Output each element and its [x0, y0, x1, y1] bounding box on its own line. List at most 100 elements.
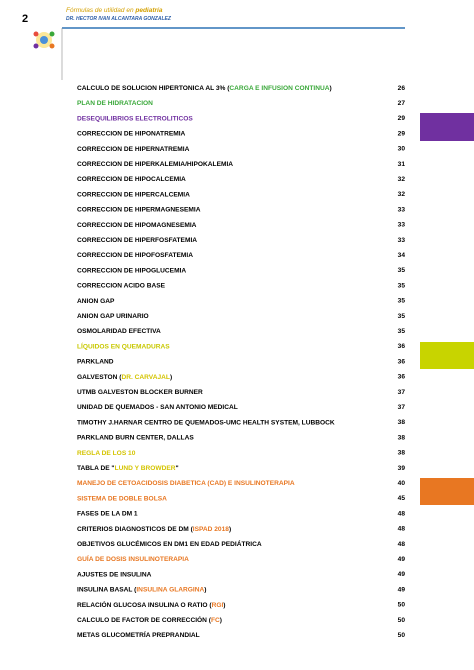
entry-text: INSULINA GLARGINA — [136, 586, 204, 593]
entry-text: PARKLAND — [77, 358, 114, 365]
entry-text: MANEJO DE CETOACIDOSIS DIABETICA (CAD) E… — [77, 480, 295, 487]
toc-page: 35 — [398, 298, 406, 305]
entry-text: ) — [220, 617, 222, 624]
entry-text: CORRECCION DE HIPOGLUCEMIA — [77, 267, 186, 274]
toc-page: 45 — [398, 495, 406, 502]
toc-page: 48 — [398, 510, 406, 517]
entry-text: CORRECCION DE HIPONATREMIA — [77, 130, 186, 137]
entry-text: FC — [211, 617, 220, 624]
toc-page: 50 — [398, 602, 406, 609]
toc-page: 35 — [398, 282, 406, 289]
toc-entry: ANION GAP — [77, 298, 115, 305]
toc-entry: PARKLAND BURN CENTER, DALLAS — [77, 434, 194, 441]
entry-text: CORRECCION DE HIPOFOSFATEMIA — [77, 252, 193, 259]
entry-text: LUND Y BROWDER — [115, 465, 176, 472]
section-tab — [420, 113, 474, 141]
toc-entry: CALCULO DE FACTOR DE CORRECCIÓN (FC) — [77, 615, 222, 624]
entry-text: OBJETIVOS GLUCÉMICOS EN DM1 EN EDAD PEDI… — [77, 539, 262, 548]
toc-entry: CORRECCION DE HIPONATREMIA — [77, 130, 186, 137]
toc-entry: CORRECCION DE HIPERNATREMIA — [77, 146, 190, 153]
entry-text: ISPAD 2018 — [193, 526, 229, 533]
toc-entry: RELACIÓN GLUCOSA INSULINA O RATIO (RGI) — [77, 600, 226, 609]
title-emphasis: pediatría — [134, 7, 162, 14]
toc-entry: AJUSTES DE INSULINA — [77, 571, 152, 578]
entry-text: RELACIÓN GLUCOSA INSULINA O RATIO ( — [77, 600, 212, 609]
entry-text: CORRECCION DE HIPERFOSFATEMIA — [77, 237, 197, 244]
toc-page: 49 — [398, 571, 406, 578]
entry-text: SISTEMA DE DOBLE BOLSA — [77, 495, 167, 502]
toc-entry: CORRECCION DE HIPERKALEMIA/HIPOKALEMIA — [77, 161, 233, 168]
toc-entry: CALCULO DE SOLUCION HIPERTONICA AL 3% (C… — [77, 85, 332, 92]
toc-page: 36 — [398, 374, 406, 381]
entry-text: REGLA DE LOS 10 — [77, 450, 136, 457]
entry-text: UNIDAD DE QUEMADOS - SAN ANTONIO MEDICAL — [77, 404, 238, 411]
toc-entry: CORRECCION DE HIPOCALCEMIA — [77, 176, 186, 183]
toc-entry: MANEJO DE CETOACIDOSIS DIABETICA (CAD) E… — [77, 480, 295, 487]
toc-page: 33 — [398, 237, 406, 244]
logo — [33, 31, 55, 49]
toc-entry: LÍQUIDOS EN QUEMADURAS — [77, 341, 170, 350]
toc-entry: METAS GLUCOMETRÍA PREPRANDIAL — [77, 630, 200, 639]
entry-text: CORRECCION ACIDO BASE — [77, 282, 166, 289]
header-author: DR. HECTOR IVAN ALCANTARA GONZALEZ — [66, 16, 172, 22]
entry-text: CORRECCION DE HIPERKALEMIA/HIPOKALEMIA — [77, 161, 233, 168]
toc-page: 36 — [398, 358, 406, 365]
toc-page: 32 — [398, 191, 406, 198]
entry-text: CORRECCION DE HIPERMAGNESEMIA — [77, 206, 201, 213]
entry-text: CALCULO DE FACTOR DE CORRECCIÓN ( — [77, 615, 212, 624]
entry-text: CORRECCION DE HIPERCALCEMIA — [77, 191, 190, 198]
entry-text: ANION GAP URINARIO — [77, 313, 149, 320]
toc-entry: CORRECCION DE HIPOGLUCEMIA — [77, 267, 186, 274]
toc-entry: TIMOTHY J.HARNAR CENTRO DE QUEMADOS-UMC … — [77, 419, 335, 426]
entry-text: UTMB GALVESTON BLOCKER BURNER — [77, 389, 203, 396]
entry-text: LÍQUIDOS EN QUEMADURAS — [77, 341, 170, 350]
page-number: 2 — [22, 13, 28, 25]
entry-text: ) — [223, 602, 225, 609]
toc-entry: CORRECCION DE HIPERCALCEMIA — [77, 191, 190, 198]
toc-entry: CORRECCION ACIDO BASE — [77, 282, 166, 289]
toc-page: 36 — [398, 343, 406, 350]
toc-page: 33 — [398, 206, 406, 213]
toc-page: 38 — [398, 419, 406, 426]
toc-entry: OSMOLARIDAD EFECTIVA — [77, 328, 161, 335]
entry-text: PARKLAND BURN CENTER, DALLAS — [77, 434, 194, 441]
toc-page: 50 — [398, 632, 406, 639]
toc-entry: CORRECCION DE HIPERFOSFATEMIA — [77, 237, 197, 244]
toc-entry: CORRECCION DE HIPERMAGNESEMIA — [77, 206, 201, 213]
toc-page: 31 — [398, 161, 406, 168]
entry-text: METAS GLUCOMETRÍA PREPRANDIAL — [77, 630, 200, 639]
toc-page: 49 — [398, 556, 406, 563]
entry-text: INSULINA BASAL ( — [77, 586, 137, 593]
entry-text: ) — [170, 374, 172, 381]
toc-page: 27 — [398, 100, 406, 107]
entry-text: " — [176, 465, 179, 472]
entry-text: CRITERIOS DIAGNOSTICOS DE DM ( — [77, 526, 194, 533]
entry-text: DR. CARVAJAL — [121, 374, 169, 381]
entry-text: CORRECCION DE HIPERNATREMIA — [77, 146, 190, 153]
entry-text: GALVESTON ( — [77, 374, 122, 381]
toc-entry: PARKLAND — [77, 358, 114, 365]
toc-page: 29 — [398, 115, 406, 122]
toc-page: 29 — [398, 130, 406, 137]
toc-entry: GALVESTON (DR. CARVAJAL) — [77, 374, 172, 381]
toc-page: 35 — [398, 267, 406, 274]
toc-page: 48 — [398, 541, 406, 548]
toc-entry: UNIDAD DE QUEMADOS - SAN ANTONIO MEDICAL — [77, 404, 238, 411]
entry-text: CALCULO DE SOLUCION HIPERTONICA AL 3% ( — [77, 85, 230, 92]
toc-page: 34 — [398, 252, 406, 259]
toc-entry: ANION GAP URINARIO — [77, 313, 149, 320]
toc-page: 32 — [398, 176, 406, 183]
toc-page: 35 — [398, 313, 406, 320]
toc-entry: CORRECCION DE HIPOFOSFATEMIA — [77, 252, 193, 259]
entry-text: FASES DE LA DM 1 — [77, 510, 138, 517]
entry-text: RGI — [212, 602, 224, 609]
toc-entry: PLAN DE HIDRATACION — [77, 100, 153, 107]
entry-text: ) — [204, 586, 206, 593]
toc-page: 38 — [398, 434, 406, 441]
toc-page: 26 — [398, 85, 406, 92]
toc-entry: FASES DE LA DM 1 — [77, 510, 138, 517]
title-text: Fórmulas de utilidad en — [66, 7, 135, 14]
toc-entry: GUÍA DE DOSIS INSULINOTERAPIA — [77, 554, 189, 563]
toc-page: 38 — [398, 450, 406, 457]
